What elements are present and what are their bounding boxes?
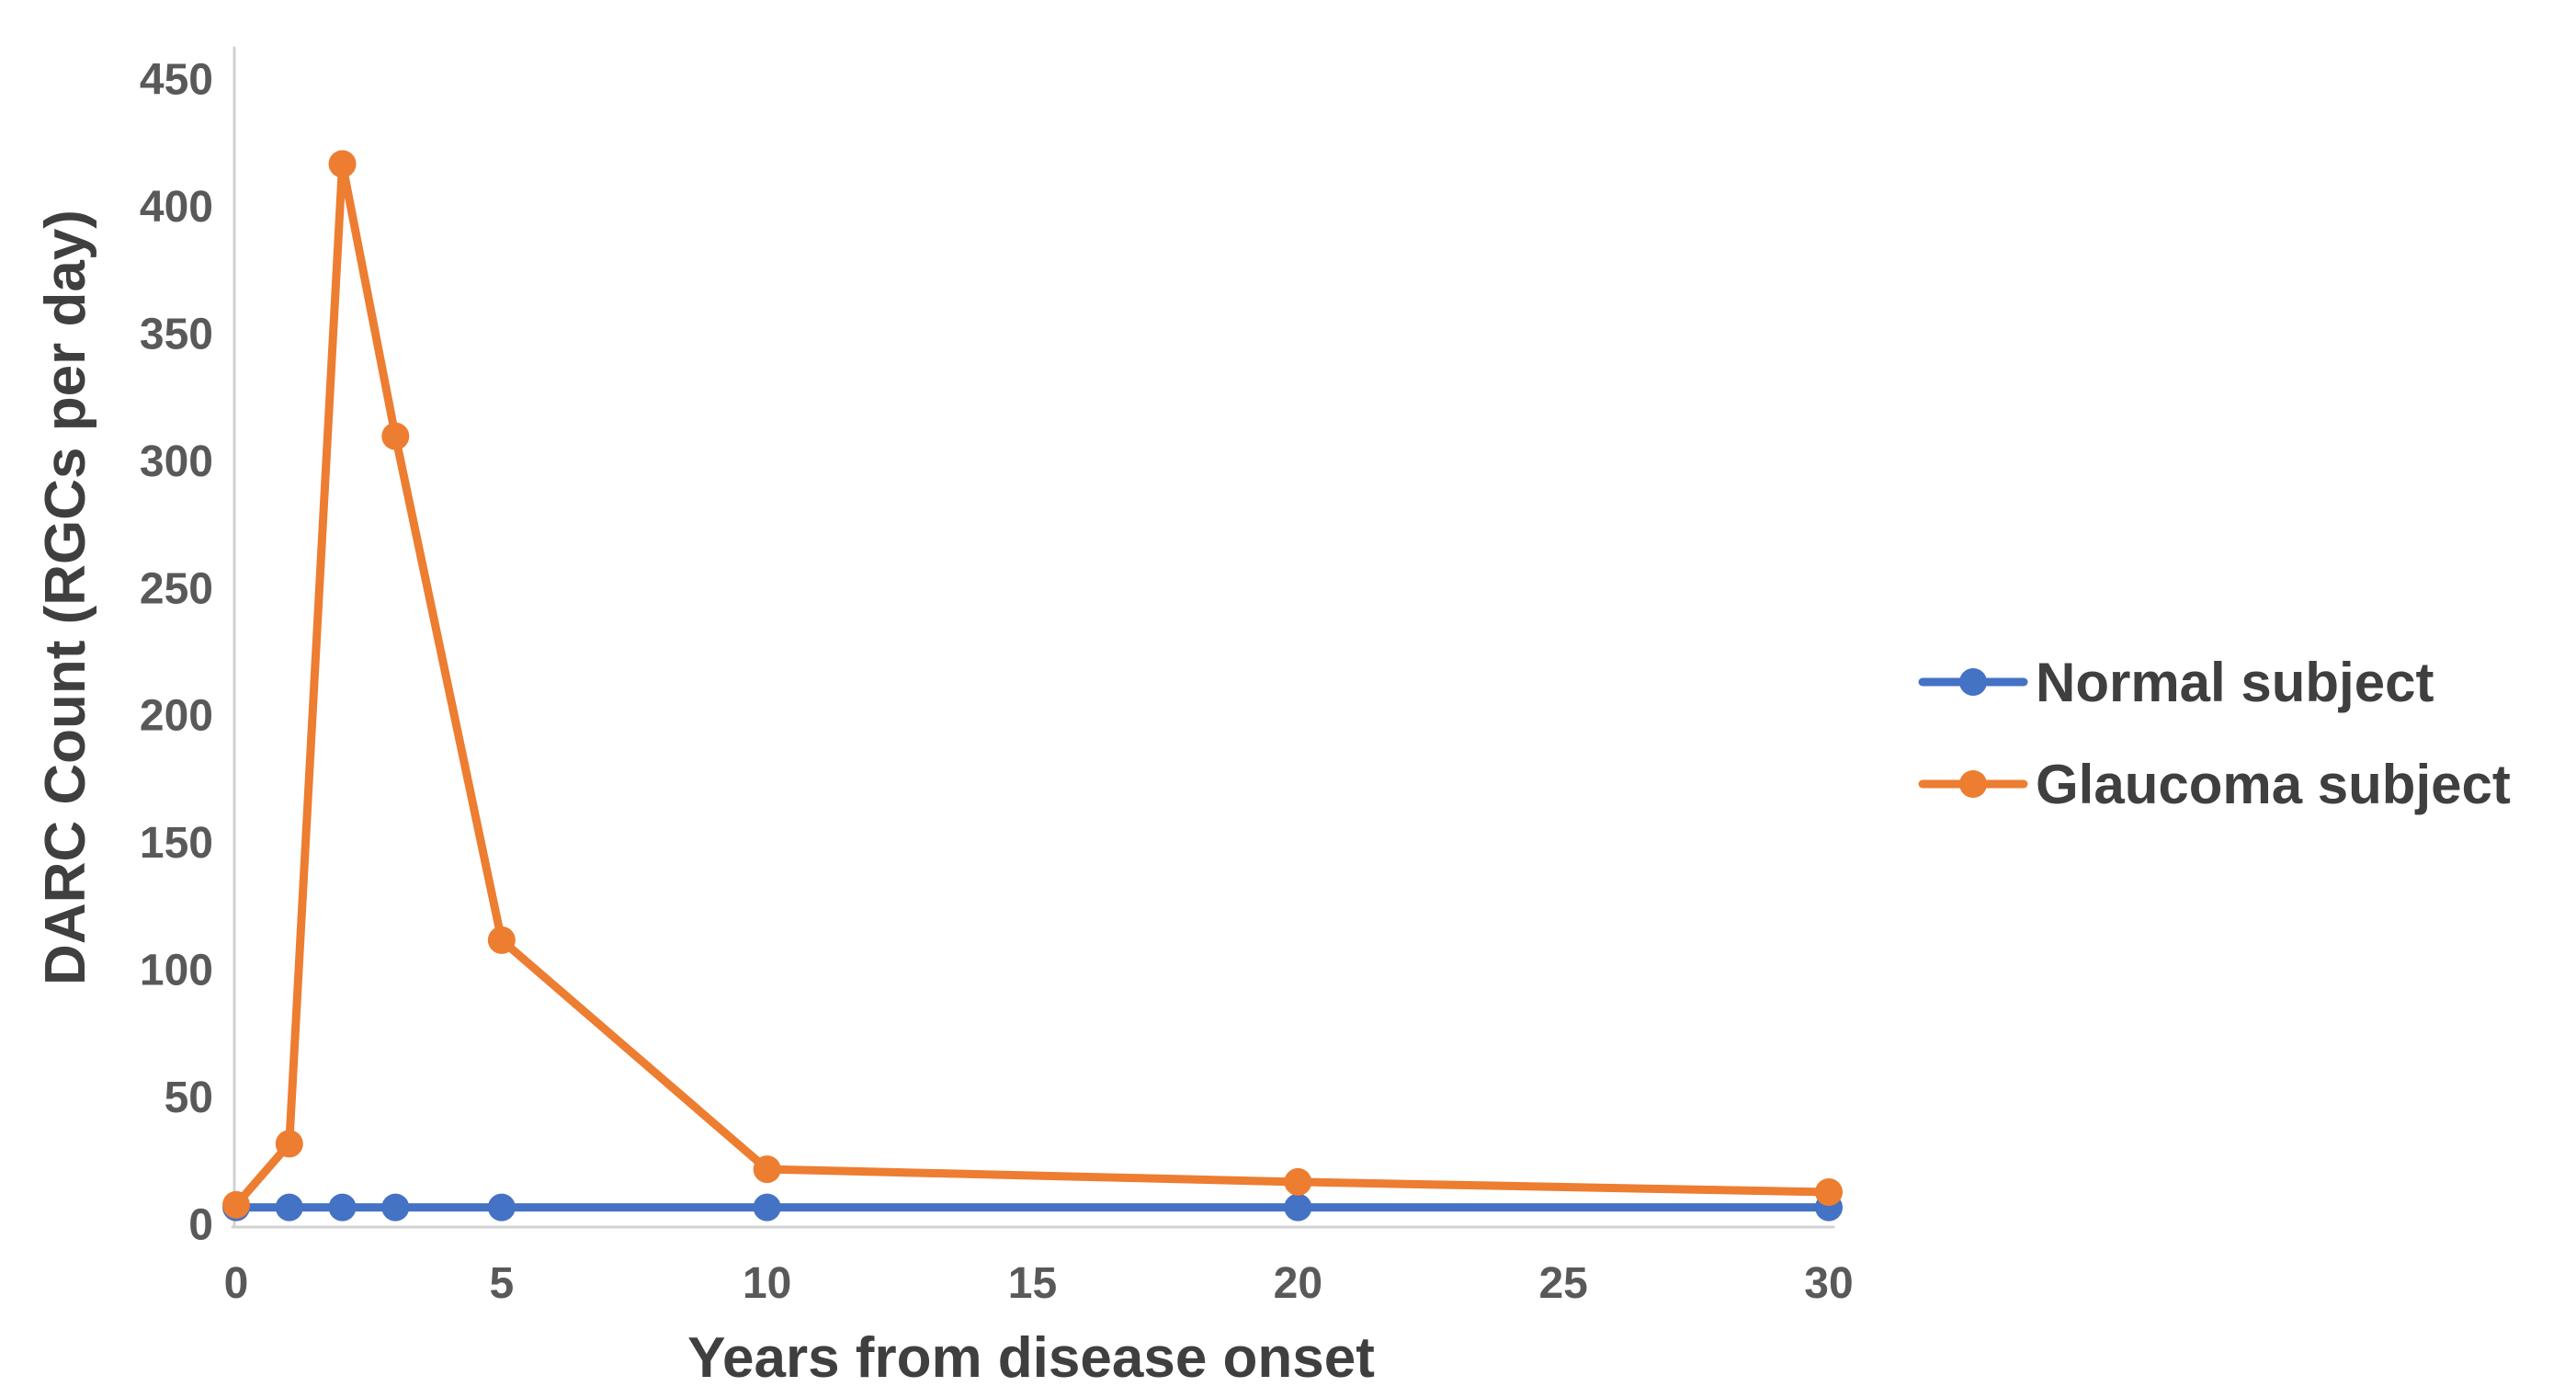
y-tick-label: 300 [140,438,213,486]
data-point-marker [487,926,516,954]
legend-item-normal: Normal subject [1918,652,2434,713]
y-tick-label: 100 [140,947,213,995]
x-tick-label: 20 [1274,1259,1322,1308]
data-point-marker [753,1155,781,1184]
x-axis-title: Years from disease onset [687,1326,1375,1390]
y-tick-label: 350 [140,310,213,358]
legend-label-glaucoma: Glaucoma subject [2036,754,2511,815]
legend-marker-glaucoma-icon [1959,770,1987,798]
data-point-marker [275,1130,303,1158]
y-axis-title: DARC Count (RGCs per day) [34,210,97,985]
x-tick-label: 30 [1804,1259,1853,1308]
y-tick-label: 250 [140,564,213,613]
x-tick-label: 10 [743,1259,791,1308]
legend-item-glaucoma: Glaucoma subject [1918,754,2511,815]
data-point-marker [222,1190,250,1219]
series-glaucoma [222,150,1843,1219]
x-axis-tick-labels: 0 5 10 15 20 25 30 [224,1259,1854,1308]
y-tick-label: 200 [140,692,213,741]
data-point-marker [275,1193,303,1222]
data-point-marker [1815,1178,1843,1207]
legend: Normal subject Glaucoma subject [1918,652,2511,815]
legend-label-normal: Normal subject [2036,652,2434,713]
data-point-marker [1284,1167,1312,1196]
series-line [232,159,1833,1210]
data-point-marker [753,1193,781,1222]
data-point-marker [1284,1193,1312,1222]
x-tick-label: 15 [1008,1259,1057,1308]
y-tick-label: 400 [140,183,213,232]
series-normal [222,1193,1843,1222]
data-point-marker [487,1193,516,1222]
y-tick-label: 50 [165,1074,213,1122]
data-point-marker [328,1193,357,1222]
y-tick-label: 0 [188,1201,213,1250]
plot-area: 0 50 100 150 200 250 300 350 400 450 0 5 10 15 20 25 30 [140,46,1854,1308]
x-tick-label: 5 [489,1259,514,1308]
x-tick-label: 25 [1538,1259,1587,1308]
y-axis-tick-labels: 0 50 100 150 200 250 300 350 400 450 [140,56,213,1250]
data-point-marker [381,1193,410,1222]
series-group [222,150,1843,1222]
legend-marker-normal-icon [1959,668,1987,696]
y-tick-label: 150 [140,819,213,868]
y-tick-label: 450 [140,56,213,105]
x-tick-label: 0 [224,1259,249,1308]
data-point-marker [328,150,357,178]
data-point-marker [381,422,410,450]
